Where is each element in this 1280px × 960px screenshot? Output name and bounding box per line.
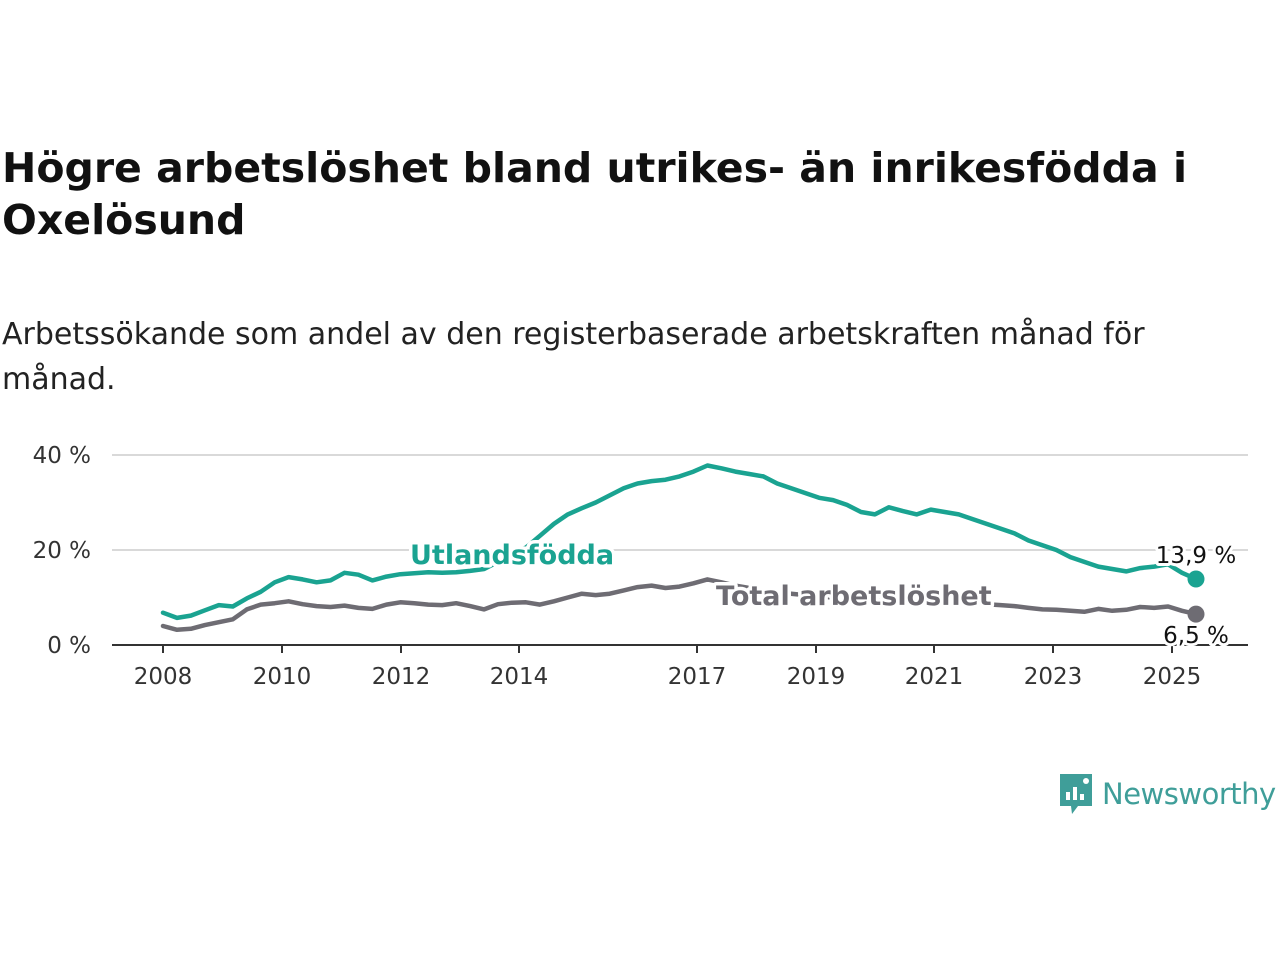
x-tick-label: 2017: [668, 664, 727, 690]
x-tick-label: 2014: [490, 664, 549, 690]
end-value-label: 6,5 %: [1163, 623, 1229, 649]
x-tick-label: 2025: [1143, 664, 1202, 690]
newsworthy-logo[interactable]: Newsworthy: [1058, 772, 1276, 816]
y-tick-label: 0 %: [47, 633, 91, 659]
x-tick-label: 2012: [372, 664, 431, 690]
series-name-label: Total arbetslöshet: [716, 581, 992, 612]
series-name-label-halo: Total arbetslöshet: [716, 581, 992, 612]
series-name-label-halo: Utlandsfödda: [410, 540, 614, 571]
series-end-marker: [1187, 605, 1205, 623]
series-line: [160, 463, 1199, 621]
series-name-label: Utlandsfödda: [410, 540, 614, 571]
x-tick-label: 2023: [1024, 664, 1083, 690]
brand-name: Newsworthy: [1102, 777, 1276, 811]
x-tick-label: 2008: [134, 664, 193, 690]
line-chart: 0 % 20 % 40 % 2008 2010 2012 2014 2017 2019 2021 2…: [33, 443, 1248, 690]
x-tick-label: 2019: [787, 664, 846, 690]
x-tick-label: 2021: [905, 664, 964, 690]
y-tick-label: 20 %: [33, 538, 91, 564]
end-value-label: 13,9 %: [1156, 543, 1236, 569]
series-end-marker: [1187, 570, 1205, 588]
chart-title: Högre arbetslöshet bland utrikes- än inr…: [2, 144, 1187, 244]
series-line: [160, 577, 1199, 633]
newsworthy-logo-icon: [1060, 774, 1092, 814]
end-value-label-halo: 6,5 %: [1163, 623, 1229, 649]
y-tick-label: 40 %: [33, 443, 91, 469]
x-tick-label: 2010: [253, 664, 312, 690]
end-value-label-halo: 13,9 %: [1156, 543, 1236, 569]
chart-subtitle: Arbetssökande som andel av den registerb…: [2, 317, 1145, 397]
